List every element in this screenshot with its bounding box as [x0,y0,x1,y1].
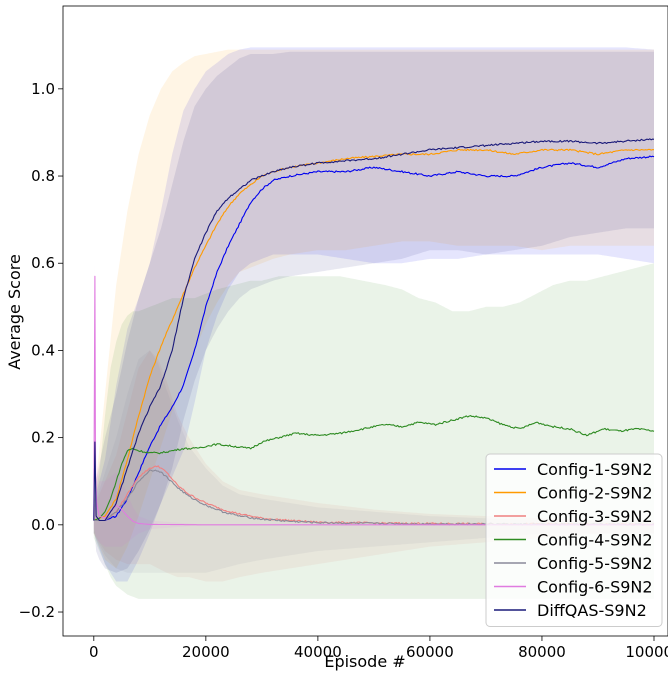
band-Config-2-S9N2 [93,49,655,569]
legend-label: Config-2-S9N2 [537,484,653,503]
band-Config-1-S9N2 [93,47,655,582]
band-DiffQAS-S9N2 [93,51,655,573]
y-tick-label: 1.0 [31,80,55,98]
x-tick-label: 100000 [625,643,668,661]
legend-box [485,453,663,627]
x-tick-label: 60000 [406,643,454,661]
band-Config-5-S9N2 [93,350,655,573]
y-tick-label: −0.2 [19,603,55,621]
y-tick-label: 0.8 [31,167,55,185]
y-tick-label: 0.6 [31,254,55,272]
legend-label: Config-6-S9N2 [537,578,653,597]
y-tick-label: 0.0 [31,516,55,534]
line-Config-1-S9N2 [93,155,655,522]
axes: 0 20000 40000 60000 80000 100000 −0.2 0.0 0.2 0.4… [19,5,668,661]
line-DiffQAS-S9N2 [93,138,655,522]
plot-frame [62,5,668,637]
legend-label: Config-5-S9N2 [537,554,653,573]
x-tick-label: 80000 [518,643,566,661]
x-axis-label: Episode # [324,652,405,671]
legend-label: Config-4-S9N2 [537,531,653,550]
legend-label: Config-3-S9N2 [537,507,653,526]
y-axis-label: Average Score [5,254,24,370]
line-Config-4-S9N2 [93,415,655,522]
y-tick-label: 0.2 [31,429,55,447]
legend: Config-1-S9N2 Config-2-S9N2 Config-3-S9N2 C… [485,453,663,627]
legend-label: DiffQAS-S9N2 [537,601,647,620]
legend-label: Config-1-S9N2 [537,460,653,479]
x-tick-label: 20000 [182,643,230,661]
x-tick-label: 40000 [294,643,342,661]
y-tick-label: 0.4 [31,341,55,359]
x-tick-label: 0 [89,643,99,661]
